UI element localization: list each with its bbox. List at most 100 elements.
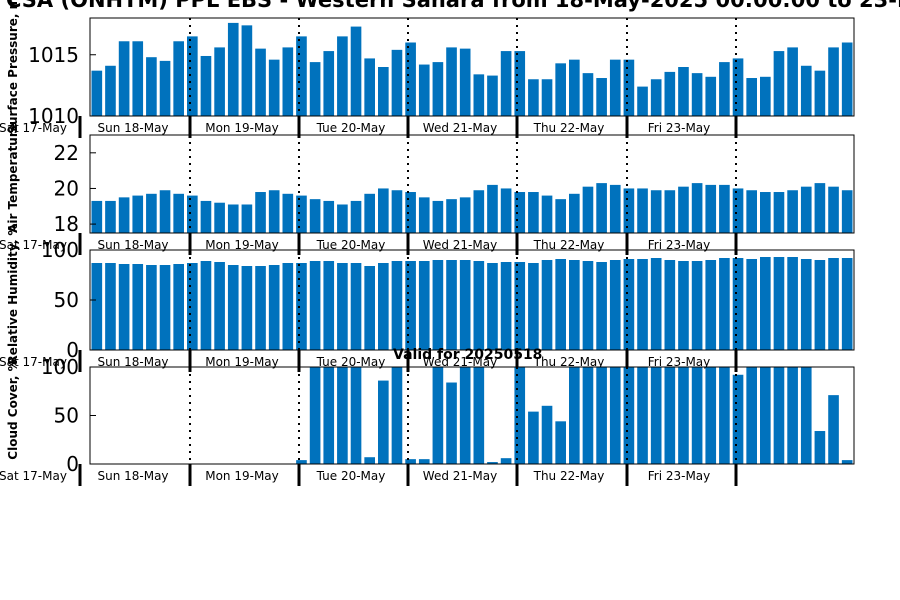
bar [623,259,635,350]
bar [473,367,485,464]
x-tick-label: Sat 17-May [0,469,67,483]
bar [637,367,648,464]
bar [828,258,839,350]
x-tick-label: Fri 23-May [648,469,711,483]
bar [528,411,539,464]
bar [609,59,621,116]
bar [350,263,362,350]
bar [337,367,348,464]
y-tick-label: 1015 [28,43,79,67]
bar [841,258,853,350]
x-tick-label: Tue 20-May [316,121,386,135]
bar [309,199,321,233]
bar [719,258,730,350]
bar [446,260,457,350]
axes-frame [89,134,855,234]
bar [569,59,580,116]
y-tick-label: 1010 [28,104,79,128]
bar [487,75,498,116]
bar [159,60,171,117]
bar [555,63,566,116]
bar [364,266,375,350]
bar [664,190,676,233]
bar [350,367,362,464]
bar [200,55,212,116]
bar [514,192,526,233]
bar [105,200,116,233]
bar [446,382,457,464]
bar [487,263,498,350]
bar [828,395,839,464]
x-tick-label: Wed 21-May [423,238,497,252]
panel-1: Sat 17-May Sun 18-May Mon 19-May Tue 20-May… [0,0,855,138]
bar [350,200,362,233]
bar [787,47,798,116]
bar [705,260,717,350]
bar [596,367,607,464]
bar [623,59,635,116]
bar [378,188,389,233]
bar [719,62,730,116]
bar [268,265,280,350]
bar [705,367,717,464]
bar [773,192,785,233]
bar [446,199,457,233]
bar [719,367,730,464]
bar [582,261,594,350]
bar [296,263,307,350]
x-tick-label: Fri 23-May [648,238,711,252]
bar [337,263,348,350]
bar [255,48,266,117]
bar [214,47,225,116]
bar [241,204,253,233]
bar [500,262,512,350]
bar [569,367,580,464]
bar [732,188,744,233]
bar [528,79,539,116]
bar [173,264,184,350]
bar [500,458,512,464]
bar [814,183,826,233]
bar [459,48,471,117]
bar [678,261,689,350]
bar [841,460,853,464]
bar [746,78,757,116]
bar [787,190,798,233]
bar [528,192,539,233]
y-tick-label: 22 [54,141,79,165]
bar [296,460,307,464]
bar [227,265,239,350]
bar [487,184,498,233]
bar [760,192,771,233]
bar [118,197,130,233]
bar [664,260,676,350]
bar [105,263,116,350]
bar [841,42,853,116]
bar [337,204,348,233]
bar [405,459,416,464]
bar [350,26,362,116]
bar [800,367,812,464]
bar [459,197,471,233]
y-axis-label: Relative Humidity, % [6,224,20,365]
bar [541,195,553,233]
bar [432,260,444,350]
bar [214,262,225,350]
bar [650,190,662,233]
bar [746,367,757,464]
bar [596,183,607,233]
bar [582,186,594,233]
bar [132,195,144,233]
chart-title: CSA (ONHTM) PPL EBS - Western Sahara fro… [6,0,900,12]
x-tick-label: Mon 19-May [205,238,279,252]
bar [323,367,335,464]
y-tick-label: 20 [54,176,79,200]
bar [528,263,539,350]
bar [541,79,553,116]
bar [664,367,676,464]
bar [282,193,294,233]
bar [364,457,375,464]
bar [800,186,812,233]
x-tick-label: Sun 18-May [97,469,168,483]
bar [828,186,839,233]
